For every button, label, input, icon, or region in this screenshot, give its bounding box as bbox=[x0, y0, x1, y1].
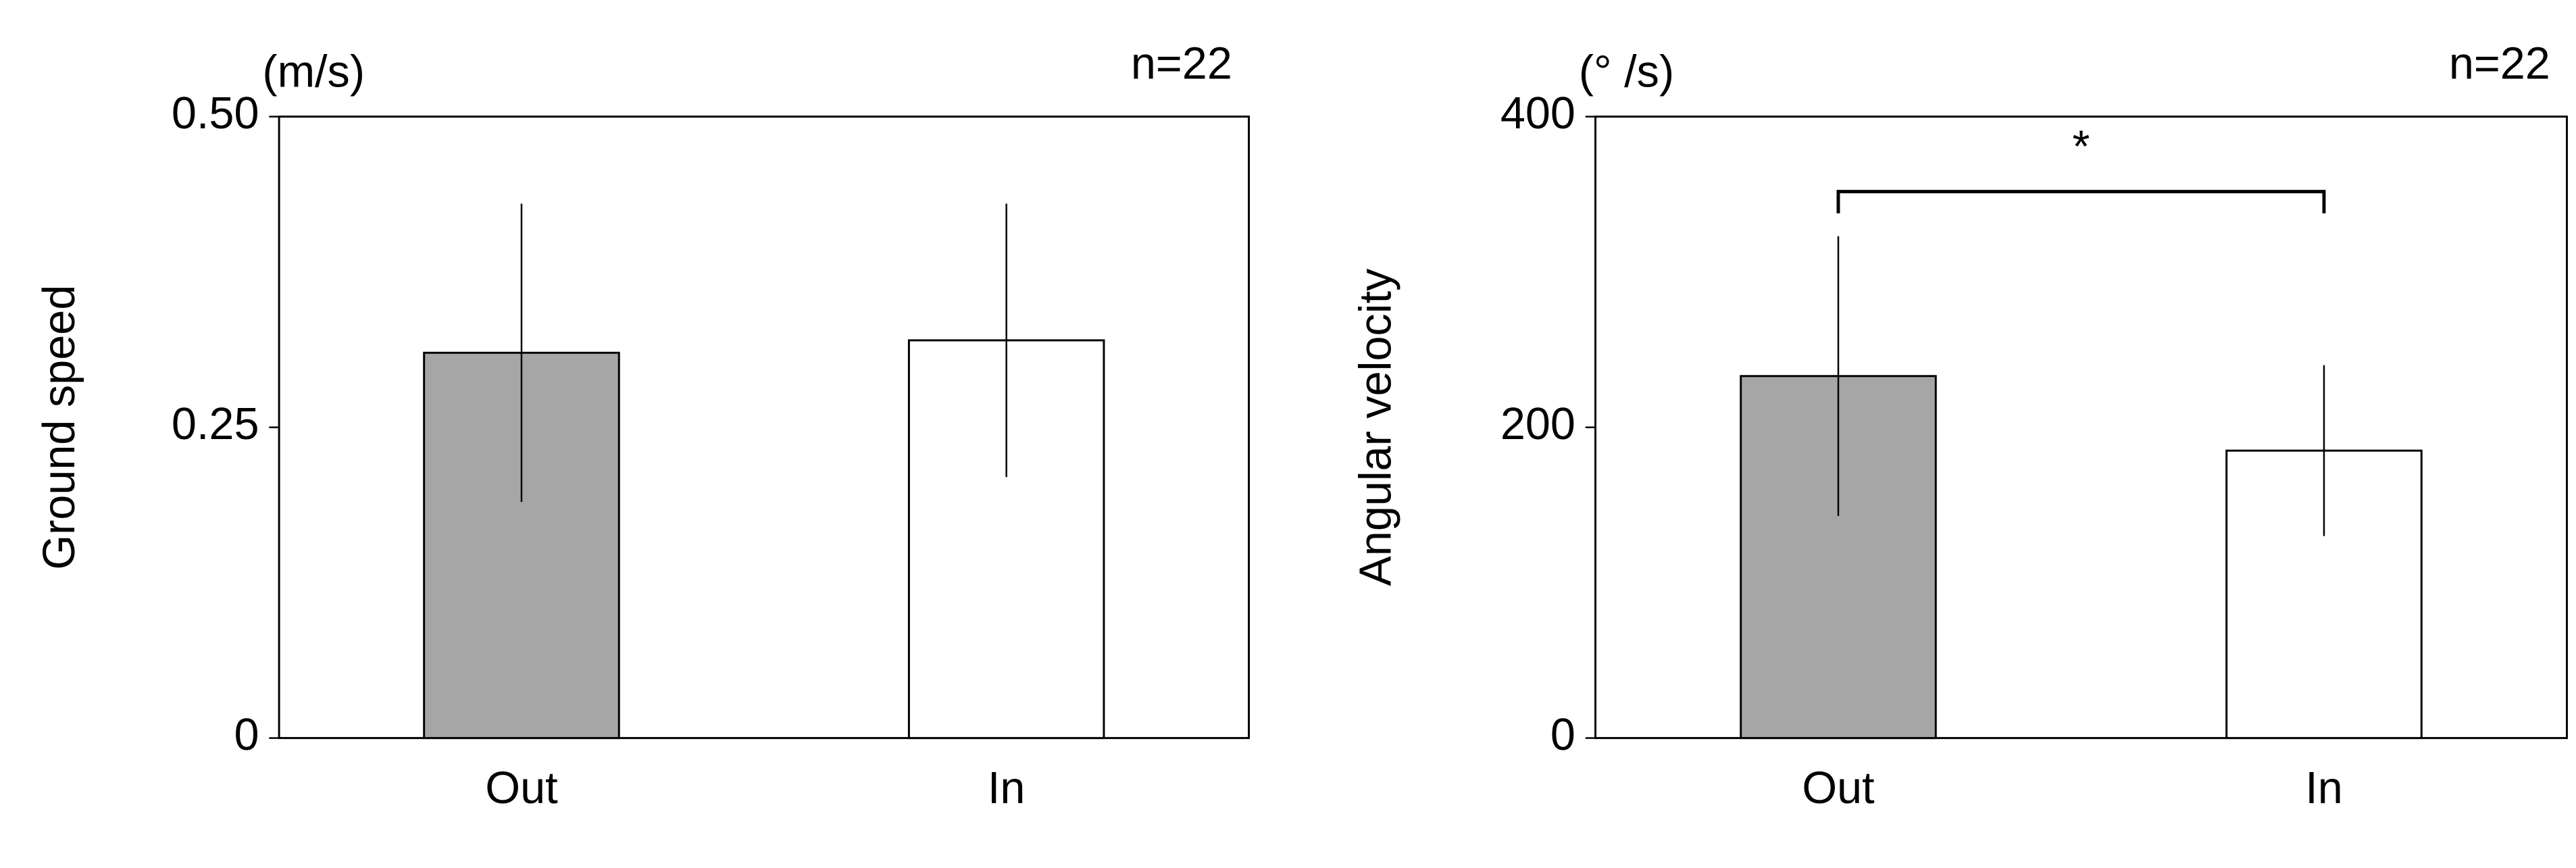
y-tick-label: 0.50 bbox=[172, 88, 259, 138]
y-tick-label: 200 bbox=[1500, 399, 1575, 449]
x-tick-label: Out bbox=[1802, 763, 1875, 813]
x-tick-label: In bbox=[988, 763, 1026, 813]
n-label: n=22 bbox=[1131, 39, 1232, 88]
x-tick-label: Out bbox=[485, 763, 558, 813]
significance-bracket bbox=[1836, 190, 2326, 213]
unit-label: (° /s) bbox=[1579, 47, 1674, 97]
y-axis-label: Ground speed bbox=[34, 285, 84, 570]
y-axis-label: Angular velocity bbox=[1351, 268, 1401, 586]
n-label: n=22 bbox=[2449, 39, 2550, 88]
y-tick-label: 0.25 bbox=[172, 399, 259, 449]
significance-mark: * bbox=[2073, 122, 2090, 172]
y-tick-label: 0 bbox=[234, 710, 259, 760]
bar bbox=[2225, 449, 2423, 740]
x-tick-label: In bbox=[2305, 763, 2343, 813]
y-tick-label: 400 bbox=[1500, 88, 1575, 138]
unit-label: (m/s) bbox=[262, 47, 365, 97]
y-tick-label: 0 bbox=[1550, 710, 1575, 760]
